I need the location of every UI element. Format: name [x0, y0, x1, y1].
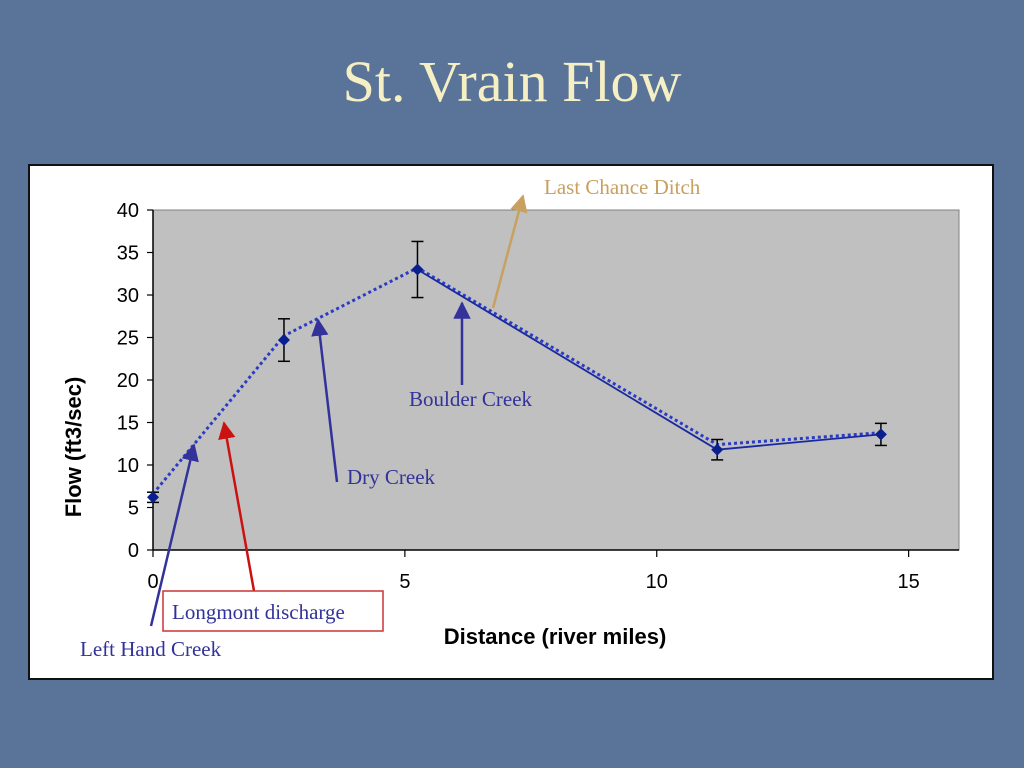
data-point: [147, 491, 159, 504]
left-hand-creek-label: Left Hand Creek: [80, 637, 222, 661]
longmont-discharge-label: Longmont discharge: [172, 600, 345, 624]
last-chance-ditch-label: Last Chance Ditch: [544, 175, 701, 199]
y-tick-label: 10: [117, 455, 139, 477]
longmont-discharge-arrow: [218, 421, 256, 592]
y-tick-label: 0: [128, 540, 139, 562]
x-ticks: 0 5 10 15: [147, 550, 920, 593]
data-point: [411, 263, 424, 276]
y-tick-label: 15: [117, 413, 139, 435]
chart-frame: 0 5 10 15 20 25 30 35 40 0 5 10 15 Flow (ft3/sec) D…: [28, 164, 994, 680]
series-layer: [147, 240, 887, 504]
flow-chart: 0 5 10 15 20 25 30 35 40 0 5 10 15 Flow (ft3/sec) D…: [61, 175, 960, 661]
boulder-creek-label: Boulder Creek: [409, 387, 533, 411]
x-axis-title: Distance (river miles): [444, 624, 667, 649]
data-point: [277, 334, 290, 347]
series-segment: [417, 268, 718, 451]
left-hand-creek-arrow: [149, 443, 199, 627]
dry-creek-label: Dry Creek: [347, 465, 436, 489]
x-tick-label: 0: [147, 571, 158, 593]
y-tick-label: 20: [117, 370, 139, 392]
y-tick-label: 25: [117, 328, 139, 350]
y-ticks: 0 5 10 15 20 25 30 35 40: [117, 200, 153, 562]
x-tick-label: 5: [399, 571, 410, 593]
dry-creek-arrow: [311, 318, 339, 483]
y-tick-label: 30: [117, 285, 139, 307]
y-tick-label: 35: [117, 243, 139, 265]
last-chance-ditch-arrow: [491, 194, 528, 309]
data-point: [711, 443, 724, 456]
x-tick-label: 15: [898, 571, 920, 593]
y-tick-label: 5: [128, 498, 139, 520]
slide-title: St. Vrain Flow: [342, 49, 682, 114]
series-segment: [717, 433, 882, 451]
y-axis-title: Flow (ft3/sec): [61, 377, 86, 518]
x-tick-label: 10: [646, 571, 668, 593]
plot-area: [152, 209, 960, 551]
data-point: [874, 428, 887, 441]
longmont-discharge-box: [162, 590, 384, 632]
y-tick-label: 40: [117, 200, 139, 222]
